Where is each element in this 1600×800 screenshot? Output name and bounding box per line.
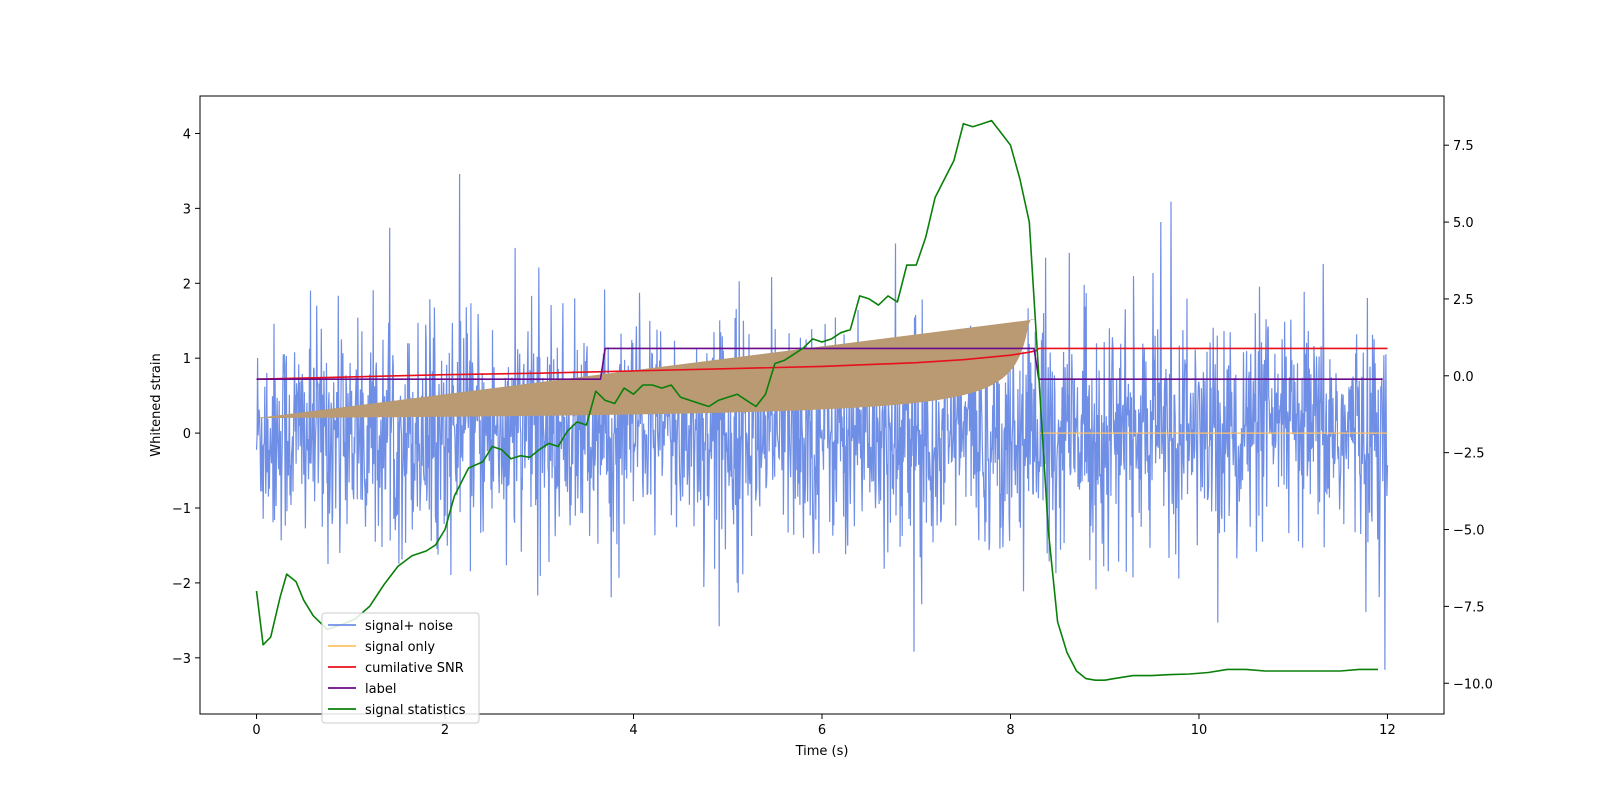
legend-entry: cumilative SNR xyxy=(365,661,464,676)
y-tick-label: 1 xyxy=(183,352,191,367)
series-signal-only-envelope xyxy=(256,319,1037,419)
y2-tick-label: 2.5 xyxy=(1453,293,1474,308)
y2-tick-label: 7.5 xyxy=(1453,139,1474,154)
legend-entry: signal only xyxy=(365,640,435,655)
y-tick-label: −3 xyxy=(172,652,191,667)
y2-tick-label: 5.0 xyxy=(1453,216,1474,231)
x-tick-label: 2 xyxy=(441,723,449,738)
series-signal-statistics xyxy=(255,119,1378,681)
y2-tick-label: −2.5 xyxy=(1453,447,1485,462)
y2-tick-label: −5.0 xyxy=(1453,524,1485,539)
y-axis-label: Whitened strain xyxy=(149,353,164,456)
legend-entry: label xyxy=(365,682,396,697)
x-axis-label: Time (s) xyxy=(795,744,849,759)
legend-entry: signal statistics xyxy=(365,703,466,718)
x-tick-label: 0 xyxy=(252,723,260,738)
x-tick-label: 12 xyxy=(1379,723,1396,738)
y-tick-label: 4 xyxy=(183,127,191,142)
series-signal-noise xyxy=(255,173,1389,670)
y-tick-label: 2 xyxy=(183,277,191,292)
y-tick-label: 3 xyxy=(183,202,191,217)
legend-box xyxy=(321,612,480,724)
y2-tick-label: −10.0 xyxy=(1453,677,1493,692)
x-tick-label: 10 xyxy=(1191,723,1208,738)
y-tick-label: 0 xyxy=(183,427,191,442)
x-axis: 0 2 4 6 8 10 12 xyxy=(252,714,1396,738)
y2-tick-label: 0.0 xyxy=(1453,370,1474,385)
legend-entry: signal+ noise xyxy=(365,619,453,634)
y-axis-right: −10.0 −7.5 −5.0 −2.5 0.0 2.5 5.0 7.5 xyxy=(1444,139,1493,692)
x-tick-label: 6 xyxy=(818,723,826,738)
legend: signal+ noise signal only cumilative SNR la… xyxy=(321,612,480,724)
x-tick-label: 4 xyxy=(629,723,637,738)
y2-tick-label: −7.5 xyxy=(1453,600,1485,615)
y-tick-label: −2 xyxy=(172,577,191,592)
x-tick-label: 8 xyxy=(1006,723,1014,738)
y-axis-left: −3 −2 −1 0 1 2 3 4 xyxy=(172,127,200,667)
y-tick-label: −1 xyxy=(172,502,191,517)
series-cumilative-snr xyxy=(256,347,1388,380)
series-label xyxy=(256,347,1383,380)
series-layer xyxy=(255,119,1389,681)
